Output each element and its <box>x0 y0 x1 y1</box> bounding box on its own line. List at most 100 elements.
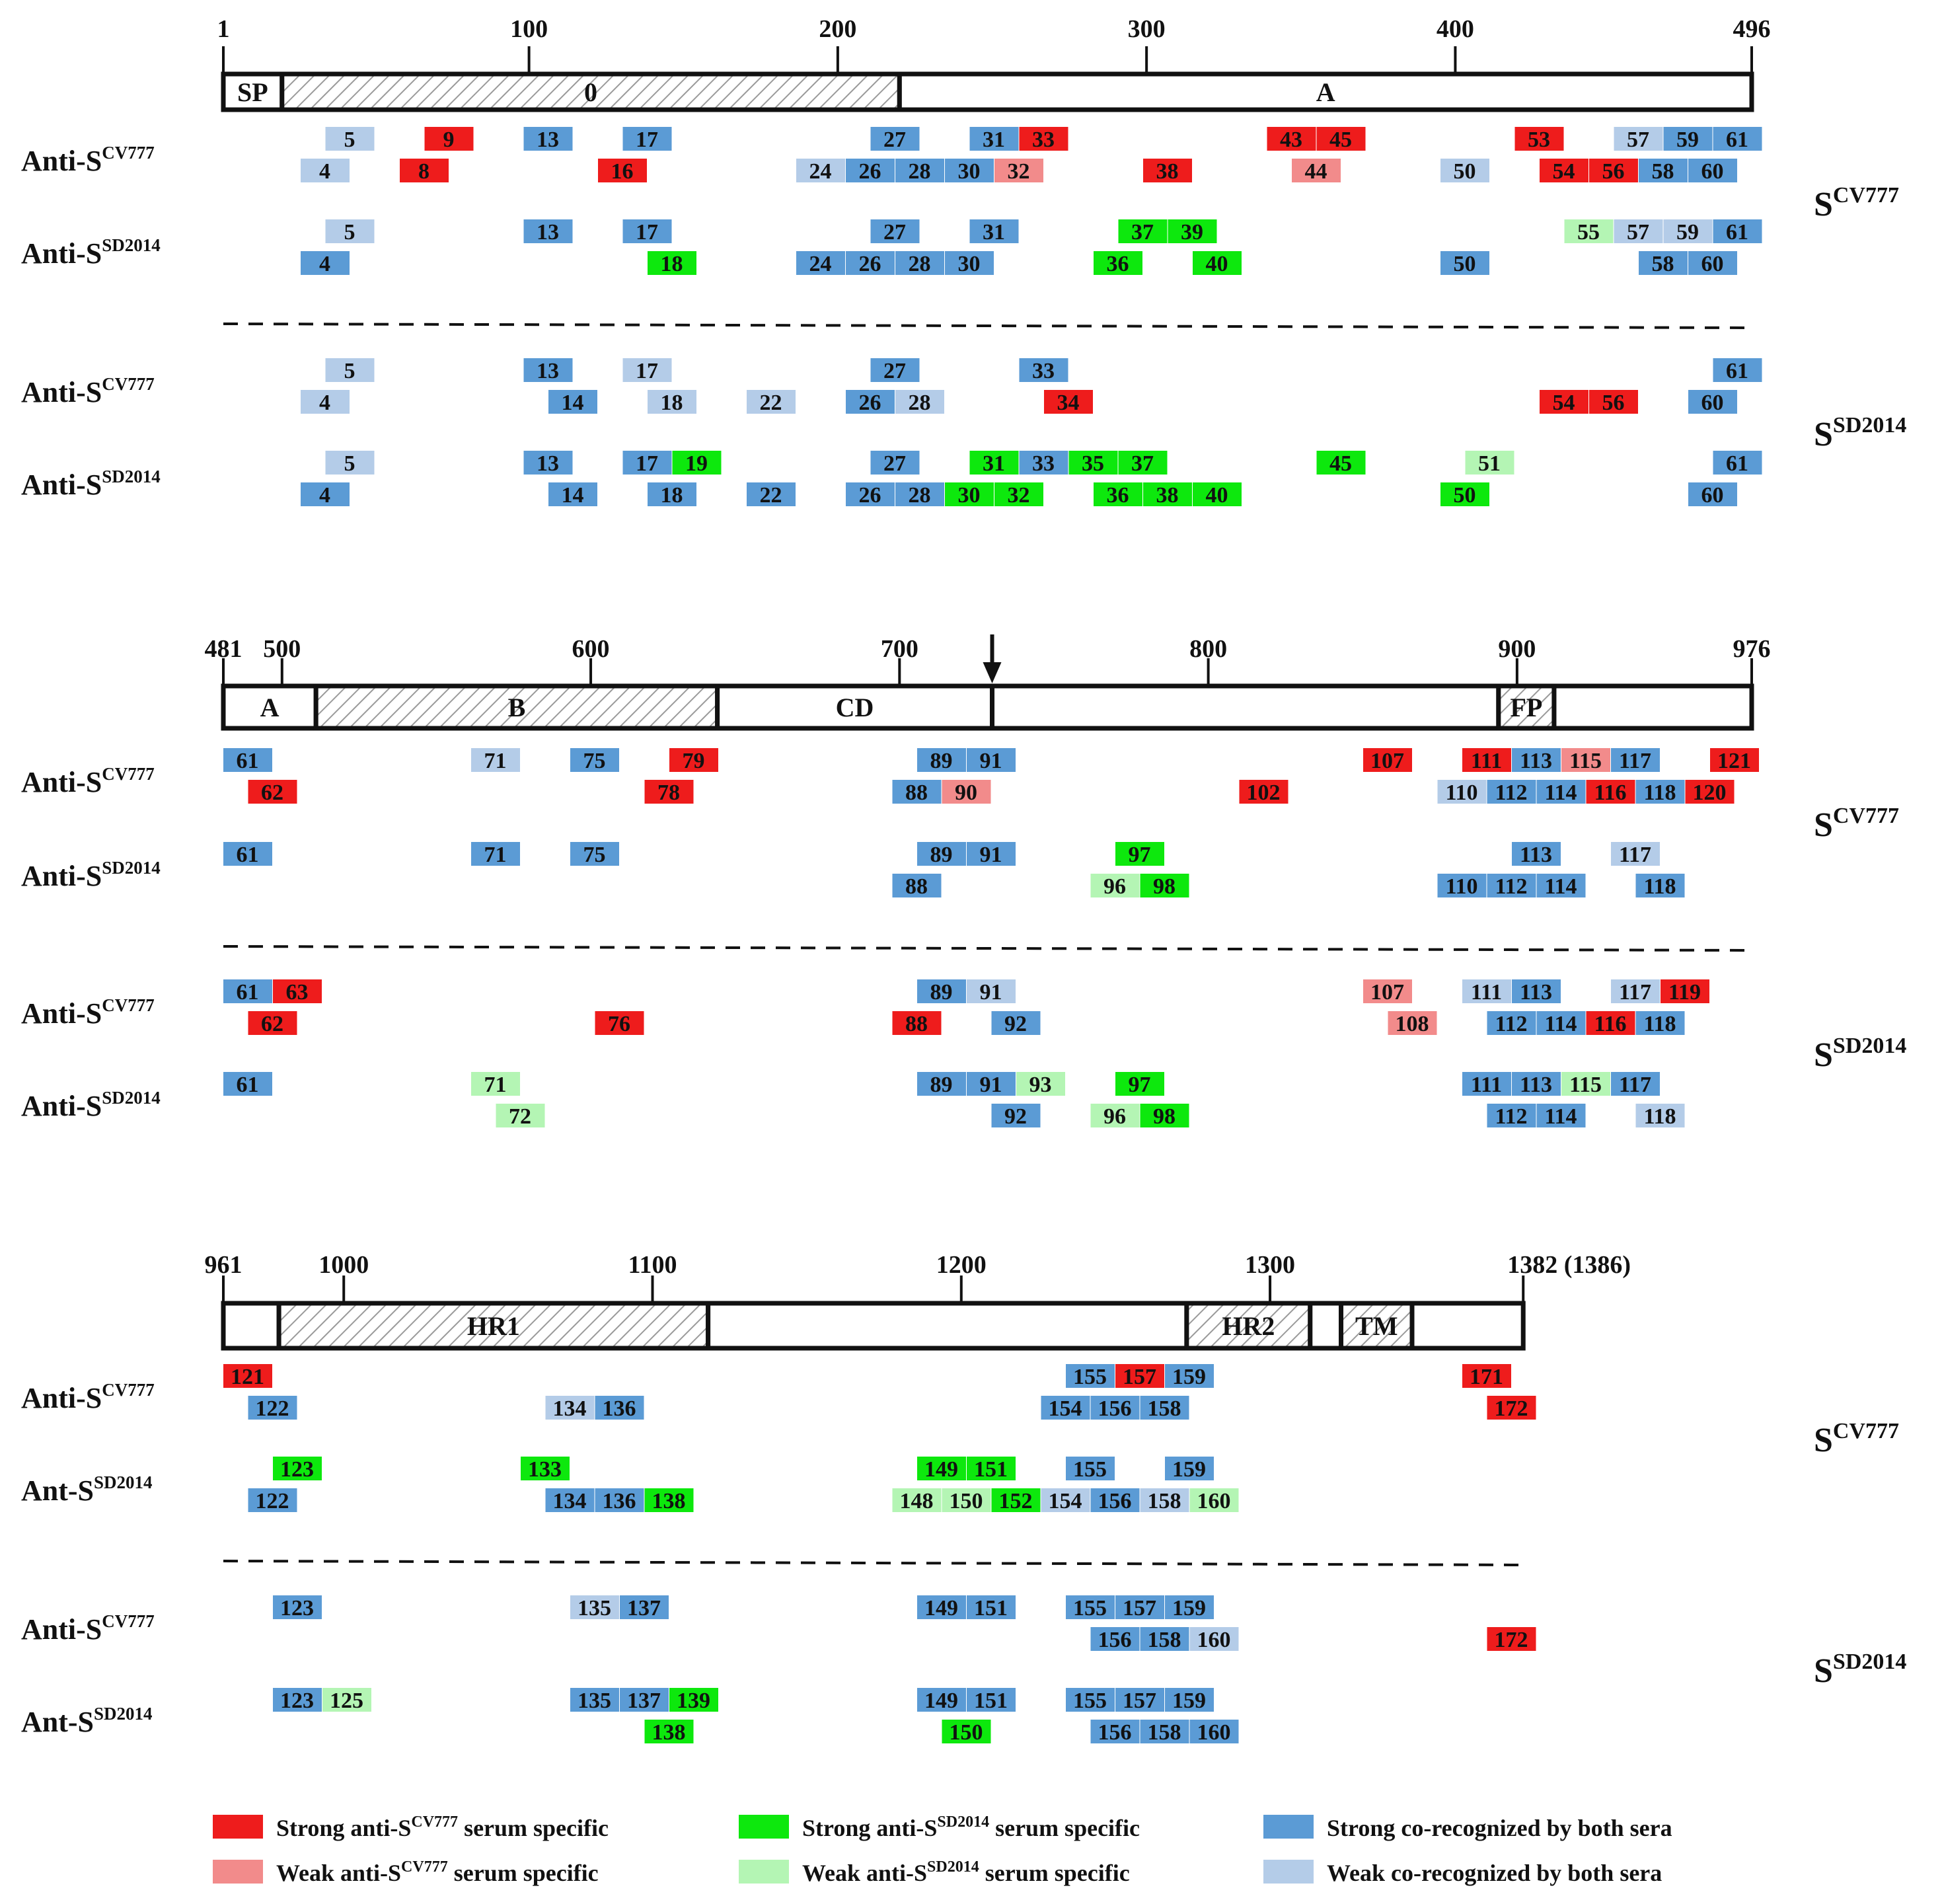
peptide-number: 30 <box>958 252 981 276</box>
peptide-number: 91 <box>980 980 1002 1005</box>
peptide-number: 135 <box>578 1596 611 1620</box>
peptide-number: 112 <box>1495 874 1527 899</box>
peptide-fill <box>796 251 845 275</box>
peptide-box: 113 <box>1512 842 1561 867</box>
peptide-box: 55 <box>1564 219 1614 245</box>
peptide-box: 31 <box>969 127 1019 152</box>
legend-swatch <box>1263 1815 1314 1839</box>
legend-swatch <box>1263 1860 1314 1884</box>
peptide-number: 115 <box>1569 1073 1602 1097</box>
peptide-fill <box>1564 219 1614 243</box>
peptide-box: 98 <box>1140 1104 1189 1129</box>
peptide-fill <box>1512 842 1561 866</box>
peptide-fill <box>620 1595 669 1619</box>
protein-label: SCV777 <box>1814 1419 1899 1459</box>
peptide-number: 116 <box>1594 1012 1626 1036</box>
peptide-fill <box>967 1457 1016 1480</box>
peptide-number: 32 <box>1008 159 1030 184</box>
peptide-number: 133 <box>528 1457 562 1482</box>
peptide-box: 18 <box>648 482 696 508</box>
peptide-number: 96 <box>1103 874 1126 899</box>
peptide-fill <box>1189 1720 1239 1743</box>
peptide-fill <box>1639 251 1688 275</box>
peptide-fill <box>248 780 297 804</box>
peptide-number: 60 <box>1701 159 1724 184</box>
peptide-fill <box>672 451 722 475</box>
peptide-number: 39 <box>1181 220 1203 245</box>
peptide-fill <box>994 159 1043 182</box>
peptide-box: 57 <box>1614 219 1663 245</box>
tick-label: 400 <box>1437 15 1474 43</box>
peptide-box: 111 <box>1462 1072 1511 1097</box>
legend-label: Strong co-recognized by both sera <box>1327 1815 1672 1841</box>
peptide-fill <box>1016 1072 1065 1096</box>
domain-segment <box>1551 683 1754 731</box>
peptide-number: 157 <box>1123 1689 1156 1713</box>
peptide-box: 50 <box>1440 482 1489 508</box>
peptide-number: 171 <box>1470 1365 1503 1389</box>
peptide-fill <box>1512 1072 1561 1096</box>
legend-item: Weak co-recognized by both sera <box>1263 1860 1662 1886</box>
peptide-box: 60 <box>1688 159 1737 184</box>
peptide-fill <box>1437 780 1487 804</box>
tick-label: 1100 <box>628 1251 677 1279</box>
peptide-number: 154 <box>1049 1396 1082 1421</box>
peptide-box: 133 <box>521 1457 570 1482</box>
tick-label: 700 <box>881 635 918 663</box>
serum-row: Anti-SSD2014 5 13 17 19 27 31 33 35 37 45 51 61 4 14 18… <box>21 451 1762 508</box>
peptide-fill <box>1115 842 1164 866</box>
peptide-box: 113 <box>1512 979 1561 1005</box>
peptide-box: 160 <box>1189 1720 1239 1745</box>
peptide-number: 33 <box>1032 359 1055 383</box>
peptide-number: 30 <box>958 483 981 508</box>
peptide-box: 114 <box>1536 1104 1586 1129</box>
peptide-box: 123 <box>273 1688 322 1713</box>
legend-swatch <box>213 1815 263 1839</box>
peptide-number: 98 <box>1153 874 1176 899</box>
peptide-fill <box>523 358 573 382</box>
peptide-box: 5 <box>325 127 375 152</box>
serum-label: Ant-SSD2014 <box>21 1704 153 1738</box>
peptide-number: 156 <box>1098 1396 1132 1421</box>
serum-label: Ant-SSD2014 <box>21 1472 153 1507</box>
peptide-number: 17 <box>636 220 658 245</box>
peptide-box: 160 <box>1189 1488 1239 1513</box>
serum-label: Anti-SSD2014 <box>21 235 161 270</box>
peptide-box: 17 <box>622 451 672 476</box>
peptide-box: 156 <box>1090 1488 1140 1513</box>
peptide-box: 90 <box>942 780 991 805</box>
peptide-box: 26 <box>846 251 895 276</box>
peptide-box: 88 <box>892 874 942 899</box>
peptide-box: 71 <box>471 1072 520 1097</box>
protein-label: SSD2014 <box>1814 413 1906 453</box>
peptide-box: 27 <box>870 358 920 383</box>
peptide-fill <box>1066 1364 1115 1388</box>
peptide-number: 58 <box>1652 159 1674 184</box>
peptide-number: 18 <box>661 483 683 508</box>
peptide-number: 88 <box>905 781 928 805</box>
peptide-fill <box>1561 1072 1610 1096</box>
peptide-number: 40 <box>1206 252 1228 276</box>
domain-label: FP <box>1510 693 1542 722</box>
tick-label: 800 <box>1189 635 1227 663</box>
peptide-number: 113 <box>1520 843 1552 867</box>
peptide-number: 118 <box>1643 1104 1676 1129</box>
peptide-fill <box>892 780 942 804</box>
peptide-number: 24 <box>809 159 832 184</box>
peptide-fill <box>273 1688 322 1712</box>
peptide-box: 34 <box>1044 390 1093 415</box>
peptide-box: 19 <box>672 451 722 476</box>
serum-label: Anti-SCV777 <box>21 143 155 177</box>
peptide-box: 89 <box>917 842 966 867</box>
peptide-number: 76 <box>608 1012 630 1036</box>
serum-row: Anti-SCV777 61 63 89 91 107 111 113 117 119 62 76 88… <box>21 979 1709 1036</box>
domain-label: SP <box>237 77 268 107</box>
peptide-fill <box>1688 390 1737 414</box>
peptide-fill <box>917 748 966 772</box>
peptide-number: 4 <box>319 391 330 415</box>
peptide-fill <box>942 1488 991 1512</box>
peptide-fill <box>1165 1595 1214 1619</box>
peptide-number: 97 <box>1129 1073 1151 1097</box>
peptide-box: 107 <box>1363 979 1412 1005</box>
